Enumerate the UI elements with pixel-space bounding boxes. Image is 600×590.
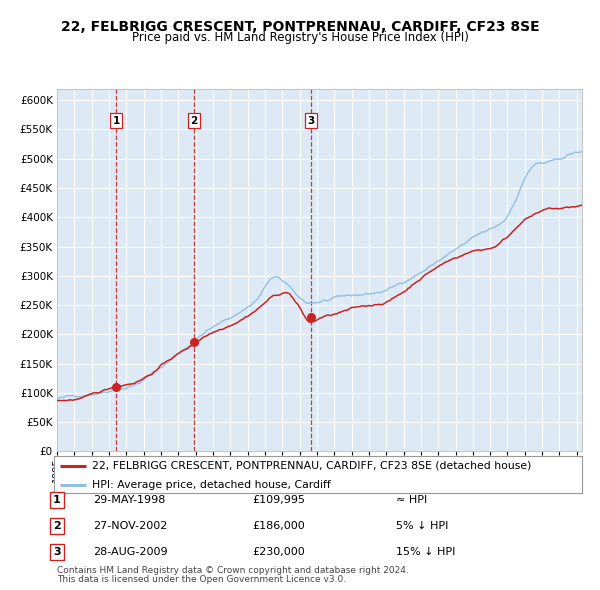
Text: 5% ↓ HPI: 5% ↓ HPI: [396, 522, 448, 531]
Text: HPI: Average price, detached house, Cardiff: HPI: Average price, detached house, Card…: [92, 480, 331, 490]
Text: 1: 1: [53, 496, 61, 505]
Text: £186,000: £186,000: [252, 522, 305, 531]
Text: ≈ HPI: ≈ HPI: [396, 496, 427, 505]
Text: 1: 1: [112, 116, 120, 126]
Text: Price paid vs. HM Land Registry's House Price Index (HPI): Price paid vs. HM Land Registry's House …: [131, 31, 469, 44]
Text: 22, FELBRIGG CRESCENT, PONTPRENNAU, CARDIFF, CF23 8SE: 22, FELBRIGG CRESCENT, PONTPRENNAU, CARD…: [61, 20, 539, 34]
Text: £230,000: £230,000: [252, 548, 305, 557]
Text: £109,995: £109,995: [252, 496, 305, 505]
Text: 15% ↓ HPI: 15% ↓ HPI: [396, 548, 455, 557]
Text: 28-AUG-2009: 28-AUG-2009: [93, 548, 167, 557]
Text: 2: 2: [190, 116, 197, 126]
Text: 22, FELBRIGG CRESCENT, PONTPRENNAU, CARDIFF, CF23 8SE (detached house): 22, FELBRIGG CRESCENT, PONTPRENNAU, CARD…: [92, 461, 532, 471]
Text: Contains HM Land Registry data © Crown copyright and database right 2024.: Contains HM Land Registry data © Crown c…: [57, 566, 409, 575]
Text: This data is licensed under the Open Government Licence v3.0.: This data is licensed under the Open Gov…: [57, 575, 346, 584]
Text: 2: 2: [53, 522, 61, 531]
Text: 3: 3: [53, 548, 61, 557]
Text: 27-NOV-2002: 27-NOV-2002: [93, 522, 167, 531]
Text: 3: 3: [307, 116, 314, 126]
Text: 29-MAY-1998: 29-MAY-1998: [93, 496, 166, 505]
